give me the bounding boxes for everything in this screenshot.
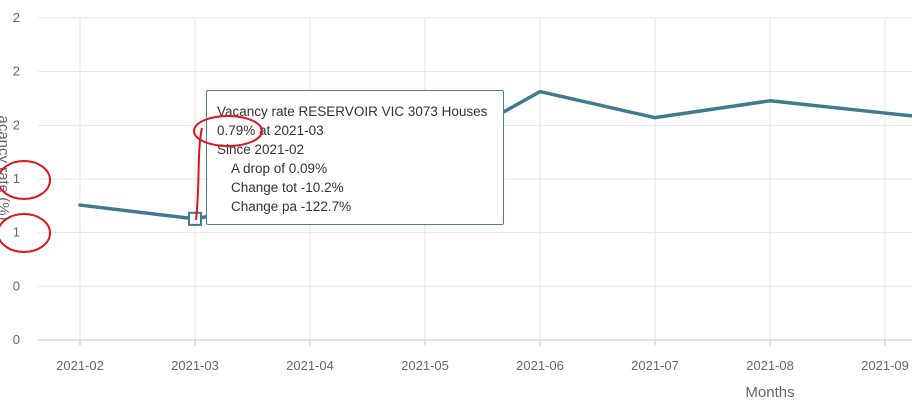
tooltip-change-pa: Change pa -122.7% <box>231 199 352 214</box>
tooltip-since: Since 2021-02 <box>217 142 305 157</box>
y-tick-label: 2 <box>13 117 20 132</box>
hovered-data-point[interactable] <box>188 211 202 226</box>
x-tick-label: 2021-07 <box>631 358 679 373</box>
tooltip-title: Vacancy rate RESERVOIR VIC 3073 Houses <box>217 104 488 119</box>
x-axis-ticks: 2021-02 2021-03 2021-04 2021-05 2021-06 2021-… <box>56 358 909 373</box>
x-tick-label: 2021-04 <box>286 358 334 373</box>
x-tick-label: 2021-09 <box>861 358 909 373</box>
data-point-tooltip: Vacancy rate RESERVOIR VIC 3073 Houses 0… <box>206 90 504 225</box>
tooltip-change-tot: Change tot -10.2% <box>231 180 344 195</box>
x-tick-label: 2021-06 <box>516 358 564 373</box>
x-axis-title: Months <box>745 384 794 401</box>
tooltip-value: 0.79% at 2021-03 <box>217 123 324 138</box>
y-tick-label: 0 <box>13 332 20 347</box>
y-tick-label: 1 <box>13 171 20 186</box>
x-tick-label: 2021-05 <box>401 358 449 373</box>
x-tick-label: 2021-03 <box>171 358 219 373</box>
tooltip-drop: A drop of 0.09% <box>231 161 328 176</box>
x-tick-label: 2021-02 <box>56 358 104 373</box>
y-tick-label: 0 <box>13 278 20 293</box>
x-tick-label: 2021-08 <box>746 358 794 373</box>
y-tick-label: 1 <box>13 225 20 240</box>
y-tick-label: 2 <box>13 10 20 25</box>
y-axis-ticks: 0 0 1 1 2 2 2 <box>13 10 20 347</box>
y-axis-title: acancy rate (%) <box>0 115 12 220</box>
y-tick-label: 2 <box>13 64 20 79</box>
